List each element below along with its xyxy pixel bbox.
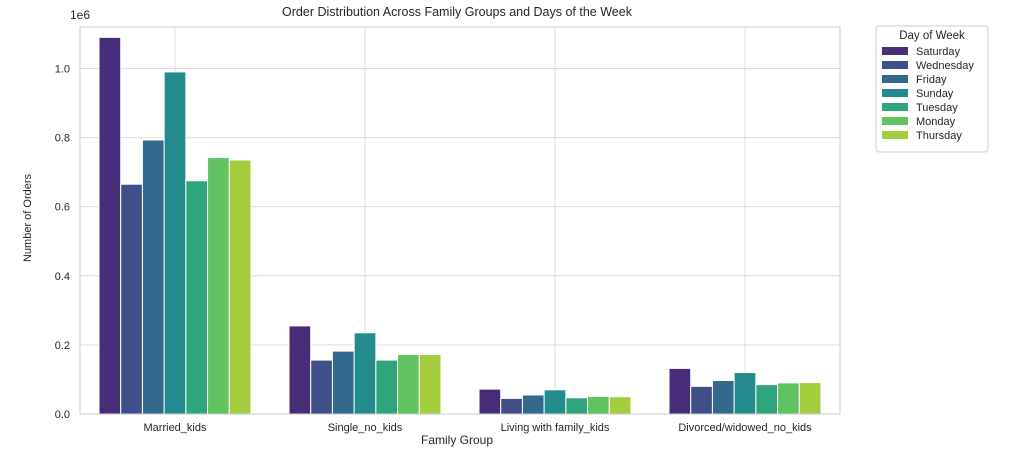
x-tick-label: Living with family_kids bbox=[501, 422, 610, 434]
bar-saturday-1 bbox=[98, 36, 122, 415]
bar-friday-2 bbox=[331, 350, 355, 415]
bar-friday-4 bbox=[711, 379, 735, 415]
y-tick-label: 1.0 bbox=[55, 63, 70, 75]
bar-tuesday-4 bbox=[755, 384, 779, 415]
bar-friday-1 bbox=[141, 139, 165, 415]
bar-tuesday-3 bbox=[565, 397, 589, 415]
bar-wednesday-2 bbox=[310, 359, 333, 415]
bar-monday-3 bbox=[587, 395, 610, 415]
bar-sunday-4 bbox=[733, 372, 757, 415]
y-axis-label: Number of Orders bbox=[22, 173, 34, 262]
y-axis-scale-label: 1e6 bbox=[70, 8, 90, 22]
x-tick-label: Single_no_kids bbox=[328, 422, 403, 434]
legend-label-sunday: Sunday bbox=[916, 88, 954, 100]
bar-thursday-1 bbox=[228, 159, 252, 415]
x-tick-label: Married_kids bbox=[144, 422, 207, 434]
bar-sunday-1 bbox=[163, 71, 187, 415]
plot-frame bbox=[79, 26, 841, 415]
bar-saturday-3 bbox=[478, 388, 502, 415]
bar-sunday-2 bbox=[353, 332, 377, 415]
bar-wednesday-3 bbox=[500, 397, 523, 415]
legend-label-tuesday: Tuesday bbox=[916, 102, 958, 114]
legend-label-saturday: Saturday bbox=[916, 46, 961, 58]
bar-wednesday-4 bbox=[690, 385, 713, 415]
bar-thursday-4 bbox=[798, 382, 822, 415]
bar-monday-4 bbox=[777, 382, 800, 415]
legend-label-thursday: Thursday bbox=[916, 130, 962, 142]
chart-title: Order Distribution Across Family Groups … bbox=[282, 5, 633, 19]
legend-swatch-wednesday bbox=[882, 61, 908, 69]
y-tick-label: 0.2 bbox=[55, 340, 70, 352]
bar-friday-3 bbox=[521, 394, 545, 415]
bar-sunday-3 bbox=[543, 389, 567, 415]
x-axis-label: Family Group bbox=[421, 433, 493, 447]
legend-label-friday: Friday bbox=[916, 74, 947, 86]
legend: Day of Week Saturday Wednesday Friday Sunday… bbox=[875, 25, 989, 153]
legend-swatch-tuesday bbox=[882, 103, 908, 111]
y-tick-label: 0.8 bbox=[55, 133, 70, 145]
y-tick-label: 0.6 bbox=[55, 202, 70, 214]
legend-label-wednesday: Wednesday bbox=[916, 60, 974, 72]
y-tick-label: 0.0 bbox=[55, 409, 70, 421]
x-tick-label: Divorced/widowed_no_kids bbox=[678, 422, 812, 434]
bar-tuesday-2 bbox=[375, 359, 399, 415]
bar-monday-2 bbox=[397, 354, 420, 415]
bar-saturday-2 bbox=[288, 325, 312, 415]
legend-swatch-thursday bbox=[882, 131, 908, 139]
legend-swatch-sunday bbox=[882, 89, 908, 97]
bar-tuesday-1 bbox=[185, 180, 209, 415]
bar-saturday-4 bbox=[668, 367, 692, 415]
bar-thursday-3 bbox=[608, 396, 632, 415]
legend-swatch-monday bbox=[882, 117, 908, 125]
legend-title: Day of Week bbox=[899, 30, 965, 42]
legend-swatch-friday bbox=[882, 75, 908, 83]
bar-wednesday-1 bbox=[120, 183, 143, 415]
bar-thursday-2 bbox=[418, 354, 442, 415]
legend-swatch-saturday bbox=[882, 47, 908, 55]
legend-label-monday: Monday bbox=[916, 116, 956, 128]
plot-area: 0.0 0.2 0.4 0.6 0.8 1.0 Married_kids Single_no_… bbox=[55, 26, 841, 434]
y-tick-label: 0.4 bbox=[55, 271, 70, 283]
bar-monday-1 bbox=[207, 157, 230, 415]
